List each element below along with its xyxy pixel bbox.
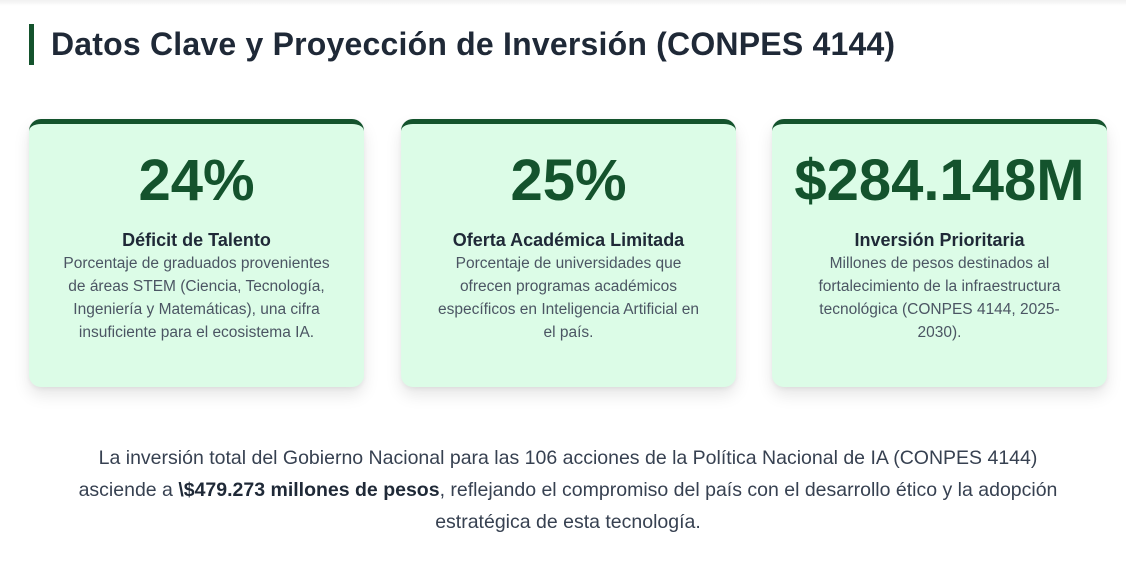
stat-value: $284.148M bbox=[794, 148, 1085, 213]
summary-highlight-amount: \$479.273 millones de pesos bbox=[178, 479, 440, 501]
stat-description: Porcentaje de universidades que ofrecen … bbox=[437, 255, 700, 341]
investment-summary: La inversión total del Gobierno Nacional… bbox=[60, 442, 1076, 538]
stat-value: 24% bbox=[138, 148, 255, 213]
summary-text-before: La inversión total del Gobierno Nacional… bbox=[78, 447, 1038, 501]
stat-label: Oferta Académica Limitada bbox=[452, 230, 685, 250]
stat-card-priority-investment: $284.148M Inversión Prioritaria Millones… bbox=[772, 119, 1107, 387]
page-header: Datos Clave y Proyección de Inversión (C… bbox=[29, 24, 895, 65]
stat-label: Inversión Prioritaria bbox=[854, 230, 1025, 250]
top-shadow bbox=[0, 0, 1126, 6]
stat-card-academic-offer: 25% Oferta Académica Limitada Porcentaje… bbox=[401, 119, 736, 387]
stats-cards: 24% Déficit de Talento Porcentaje de gra… bbox=[29, 119, 1107, 389]
stat-description: Porcentaje de graduados provenientes de … bbox=[63, 255, 330, 341]
page-title: Datos Clave y Proyección de Inversión (C… bbox=[51, 26, 896, 62]
stat-description: Millones de pesos destinados al fortalec… bbox=[818, 255, 1061, 341]
stat-label: Déficit de Talento bbox=[122, 230, 271, 250]
stat-value: 25% bbox=[510, 148, 627, 213]
stat-card-talent-deficit: 24% Déficit de Talento Porcentaje de gra… bbox=[29, 119, 364, 387]
summary-text-after: , reflejando el compromiso del país con … bbox=[435, 479, 1058, 533]
